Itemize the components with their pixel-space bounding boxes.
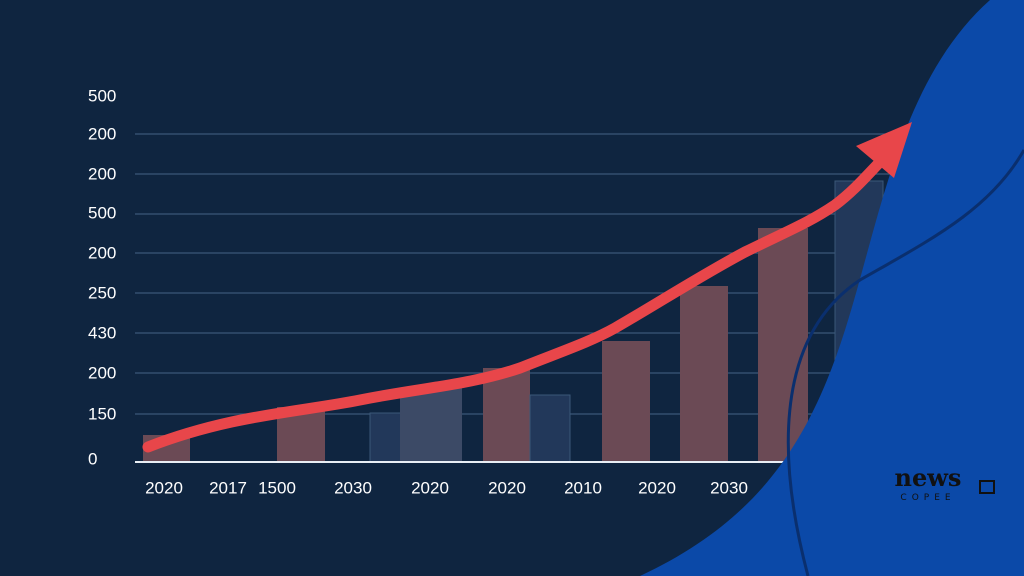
y-tick-label: 500 <box>88 203 116 222</box>
bar <box>369 412 403 463</box>
x-tick-label: 2020 <box>488 478 526 497</box>
bar <box>529 394 571 463</box>
y-tick-label: 150 <box>88 404 116 423</box>
x-tick-label: 2020 <box>411 478 449 497</box>
bar <box>680 286 728 462</box>
y-tick-label: 500 <box>88 86 116 105</box>
x-tick-label: 2030 <box>334 478 372 497</box>
y-tick-label: 200 <box>88 243 116 262</box>
trend-arrow <box>142 156 886 453</box>
x-tick-label: 2020 <box>145 478 183 497</box>
x-tick-label: 2020 <box>638 478 676 497</box>
y-tick-label: 200 <box>88 164 116 183</box>
logo-tagline: COPEE <box>900 493 955 503</box>
bar <box>602 341 650 462</box>
bar <box>400 388 462 462</box>
x-tick-label: 2010 <box>564 478 602 497</box>
y-tick-label: 250 <box>88 283 116 302</box>
y-tick-label: 430 <box>88 323 116 342</box>
logo-icon <box>979 480 995 494</box>
y-tick-label: 200 <box>88 363 116 382</box>
x-tick-label: 2030 <box>710 478 748 497</box>
blue-wave <box>640 0 1024 576</box>
x-tick-label: 2017 <box>209 478 247 497</box>
y-tick-label: 0 <box>88 449 97 468</box>
bar <box>483 368 530 462</box>
bar <box>758 228 808 462</box>
y-tick-label: 200 <box>88 124 116 143</box>
logo-name: news <box>895 463 962 492</box>
bars <box>143 180 884 463</box>
x-tick-label: 1500 <box>258 478 296 497</box>
wave-line <box>786 149 1024 576</box>
arrow-head <box>856 122 912 178</box>
